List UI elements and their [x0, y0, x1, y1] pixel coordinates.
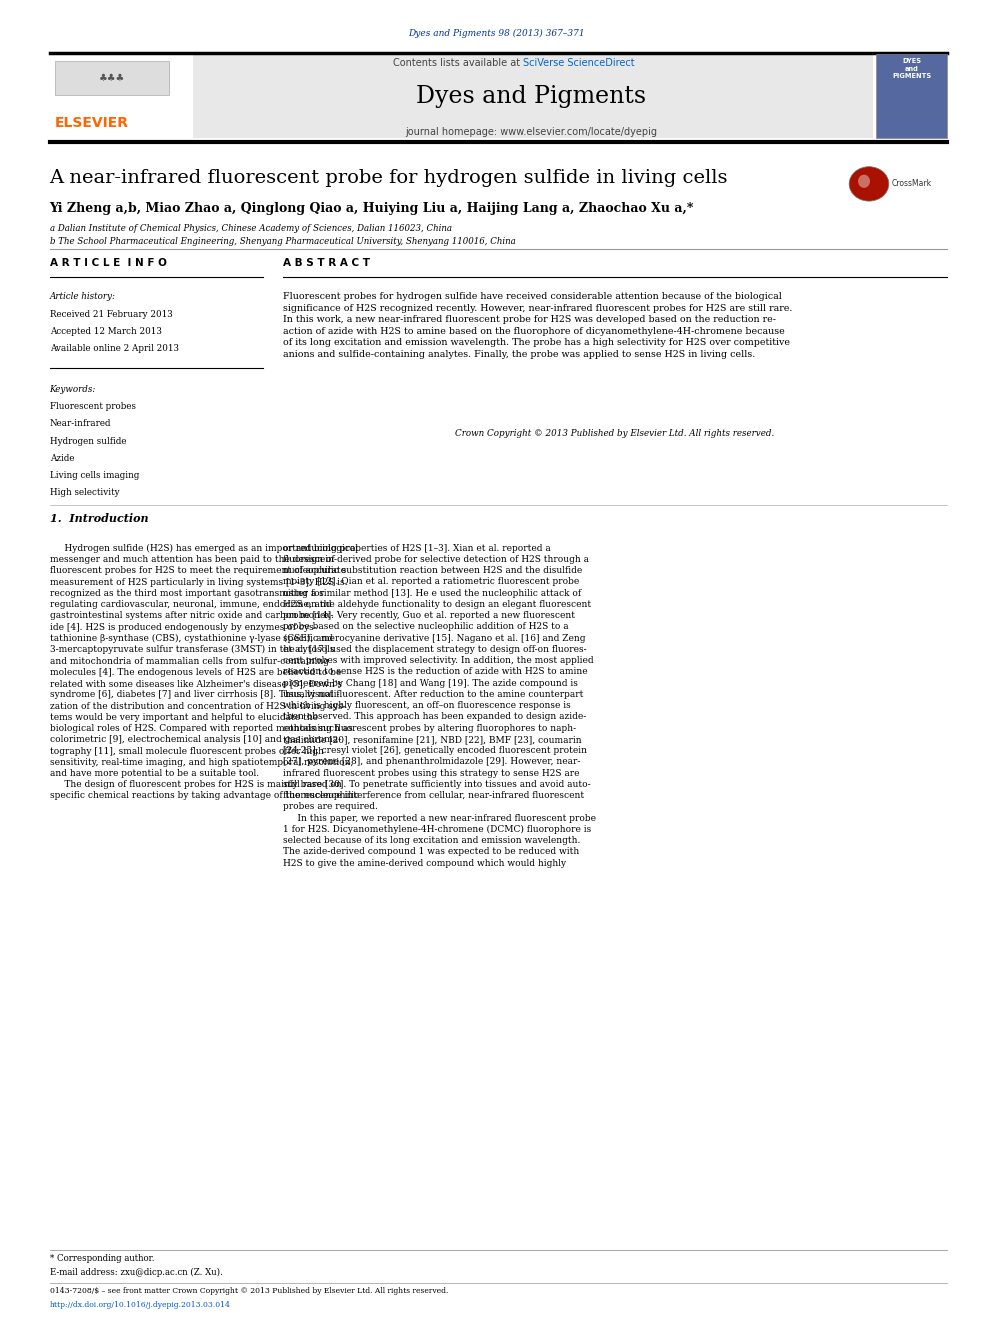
- Text: http://dx.doi.org/10.1016/j.dyepig.2013.03.014: http://dx.doi.org/10.1016/j.dyepig.2013.…: [50, 1301, 230, 1308]
- Text: Dyes and Pigments: Dyes and Pigments: [416, 85, 646, 107]
- Text: CrossMark: CrossMark: [892, 180, 931, 188]
- Text: 1.  Introduction: 1. Introduction: [50, 513, 148, 524]
- Text: * Corresponding author.: * Corresponding author.: [50, 1254, 154, 1263]
- Text: Accepted 12 March 2013: Accepted 12 March 2013: [50, 327, 162, 336]
- Text: High selectivity: High selectivity: [50, 488, 119, 497]
- Text: Living cells imaging: Living cells imaging: [50, 471, 139, 480]
- Text: A near-infrared fluorescent probe for hydrogen sulfide in living cells: A near-infrared fluorescent probe for hy…: [50, 169, 728, 188]
- Text: Hydrogen sulfide (H2S) has emerged as an important biological
messenger and much: Hydrogen sulfide (H2S) has emerged as an…: [50, 544, 359, 800]
- Text: ♣♣♣: ♣♣♣: [99, 73, 125, 83]
- Text: DYES
and
PIGMENTS: DYES and PIGMENTS: [892, 58, 931, 79]
- Text: Yi Zheng a,b, Miao Zhao a, Qinglong Qiao a, Huiying Liu a, Haijing Lang a, Zhaoc: Yi Zheng a,b, Miao Zhao a, Qinglong Qiao…: [50, 202, 694, 216]
- Text: ELSEVIER: ELSEVIER: [55, 116, 129, 131]
- Text: Crown Copyright © 2013 Published by Elsevier Ltd. All rights reserved.: Crown Copyright © 2013 Published by Else…: [455, 429, 775, 438]
- Text: Dyes and Pigments 98 (2013) 367–371: Dyes and Pigments 98 (2013) 367–371: [408, 29, 584, 38]
- Text: A B S T R A C T: A B S T R A C T: [283, 258, 370, 269]
- Text: Fluorescent probes for hydrogen sulfide have received considerable attention bec: Fluorescent probes for hydrogen sulfide …: [283, 292, 792, 359]
- Ellipse shape: [849, 167, 889, 201]
- Text: Azide: Azide: [50, 454, 74, 463]
- Text: journal homepage: www.elsevier.com/locate/dyepig: journal homepage: www.elsevier.com/locat…: [405, 127, 657, 138]
- Text: a Dalian Institute of Chemical Physics, Chinese Academy of Sciences, Dalian 1160: a Dalian Institute of Chemical Physics, …: [50, 224, 451, 233]
- Ellipse shape: [858, 175, 870, 188]
- Text: E-mail address: zxu@dicp.ac.cn (Z. Xu).: E-mail address: zxu@dicp.ac.cn (Z. Xu).: [50, 1267, 222, 1277]
- Text: SciVerse ScienceDirect: SciVerse ScienceDirect: [523, 58, 635, 69]
- Text: or reducing properties of H2S [1–3]. Xian et al. reported a
fluorescein-derived : or reducing properties of H2S [1–3]. Xia…: [283, 544, 596, 868]
- Text: Available online 2 April 2013: Available online 2 April 2013: [50, 344, 179, 353]
- Text: 0143-7208/$ – see front matter Crown Copyright © 2013 Published by Elsevier Ltd.: 0143-7208/$ – see front matter Crown Cop…: [50, 1287, 448, 1295]
- Text: Keywords:: Keywords:: [50, 385, 96, 394]
- Text: Hydrogen sulfide: Hydrogen sulfide: [50, 437, 126, 446]
- Text: Article history:: Article history:: [50, 292, 116, 302]
- Text: b The School Pharmaceutical Engineering, Shenyang Pharmaceutical University, She: b The School Pharmaceutical Engineering,…: [50, 237, 516, 246]
- Text: Fluorescent probes: Fluorescent probes: [50, 402, 136, 411]
- Text: Near-infrared: Near-infrared: [50, 419, 111, 429]
- FancyBboxPatch shape: [55, 61, 169, 95]
- Text: Contents lists available at: Contents lists available at: [393, 58, 523, 69]
- FancyBboxPatch shape: [193, 54, 873, 138]
- FancyBboxPatch shape: [876, 54, 947, 138]
- Text: A R T I C L E  I N F O: A R T I C L E I N F O: [50, 258, 167, 269]
- Text: Received 21 February 2013: Received 21 February 2013: [50, 310, 173, 319]
